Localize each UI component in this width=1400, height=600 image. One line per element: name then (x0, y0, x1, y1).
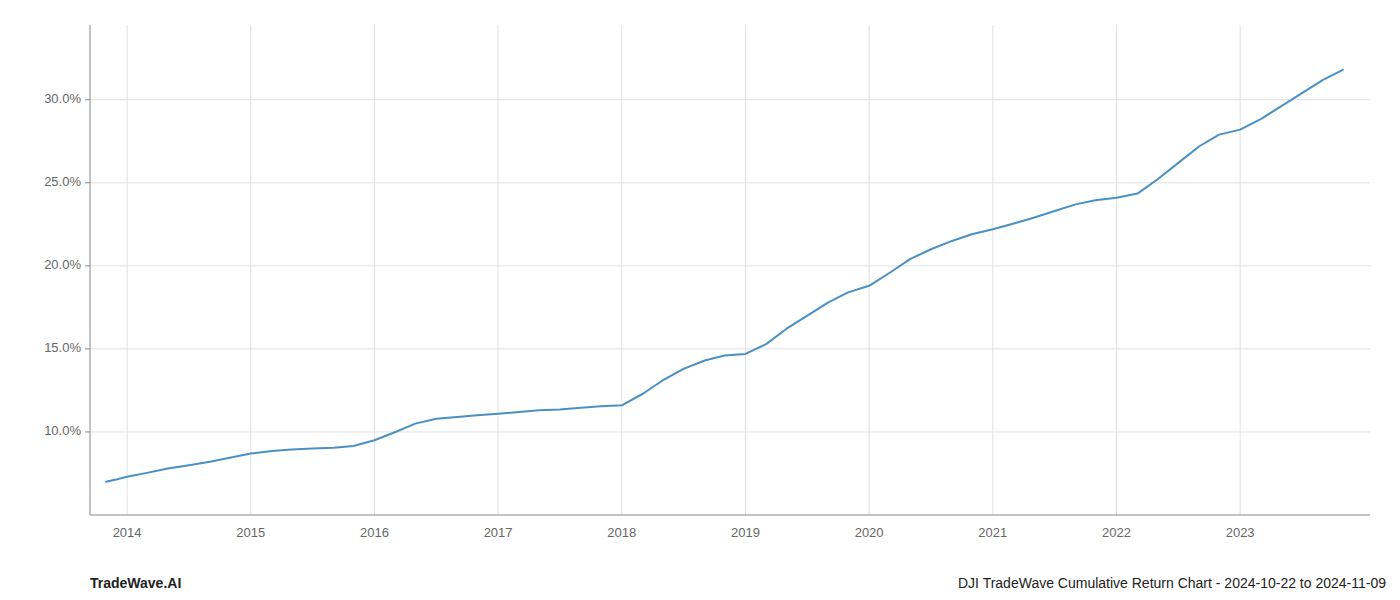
y-tick (85, 265, 90, 266)
y-tick-label: 30.0% (44, 91, 81, 106)
y-grid-line (90, 348, 1370, 349)
x-grid-line (745, 25, 746, 515)
x-tick-label: 2023 (1226, 525, 1255, 540)
y-tick (85, 182, 90, 183)
x-grid-line (127, 25, 128, 515)
y-tick-label: 15.0% (44, 340, 81, 355)
y-tick (85, 348, 90, 349)
x-tick-label: 2014 (113, 525, 142, 540)
x-tick-label: 2020 (855, 525, 884, 540)
plot-area (106, 70, 1343, 482)
axes: 10.0% 15.0% 20.0% 25.0% 30.0% 2014 2015 2016 201… (44, 25, 1370, 540)
x-tick-label: 2022 (1102, 525, 1131, 540)
x-grid-line (992, 25, 993, 515)
y-tick-label: 10.0% (44, 423, 81, 438)
data-line (106, 70, 1343, 482)
footer: TradeWave.AI DJI TradeWave Cumulative Ret… (90, 575, 1386, 591)
x-grid-line (250, 25, 251, 515)
x-grid-line (621, 25, 622, 515)
x-grid-line (869, 25, 870, 515)
x-tick-label: 2021 (978, 525, 1007, 540)
x-tick-label: 2016 (360, 525, 389, 540)
x-tick-label: 2018 (607, 525, 636, 540)
subtitle: TradeWave.AI (90, 575, 181, 591)
x-grid-line (374, 25, 375, 515)
y-tick-label: 20.0% (44, 257, 81, 272)
y-tick (85, 99, 90, 100)
x-tick-label: 2017 (484, 525, 513, 540)
x-grid-line (498, 25, 499, 515)
chart: 10.0% 15.0% 20.0% 25.0% 30.0% 2014 2015 2016 201… (0, 0, 1400, 600)
y-grid-line (90, 265, 1370, 266)
x-axis-line (90, 515, 1370, 516)
x-tick-label: 2019 (731, 525, 760, 540)
y-tick (85, 431, 90, 432)
x-tick-label: 2015 (236, 525, 265, 540)
y-tick-label: 25.0% (44, 174, 81, 189)
y-axis-line (90, 25, 91, 515)
x-grid-line (1116, 25, 1117, 515)
x-grid-line (1240, 25, 1241, 515)
grid (90, 25, 1370, 515)
title: DJI TradeWave Cumulative Return Chart - … (958, 575, 1386, 591)
y-grid-line (90, 182, 1370, 183)
y-grid-line (90, 99, 1370, 100)
y-grid-line (90, 431, 1370, 432)
